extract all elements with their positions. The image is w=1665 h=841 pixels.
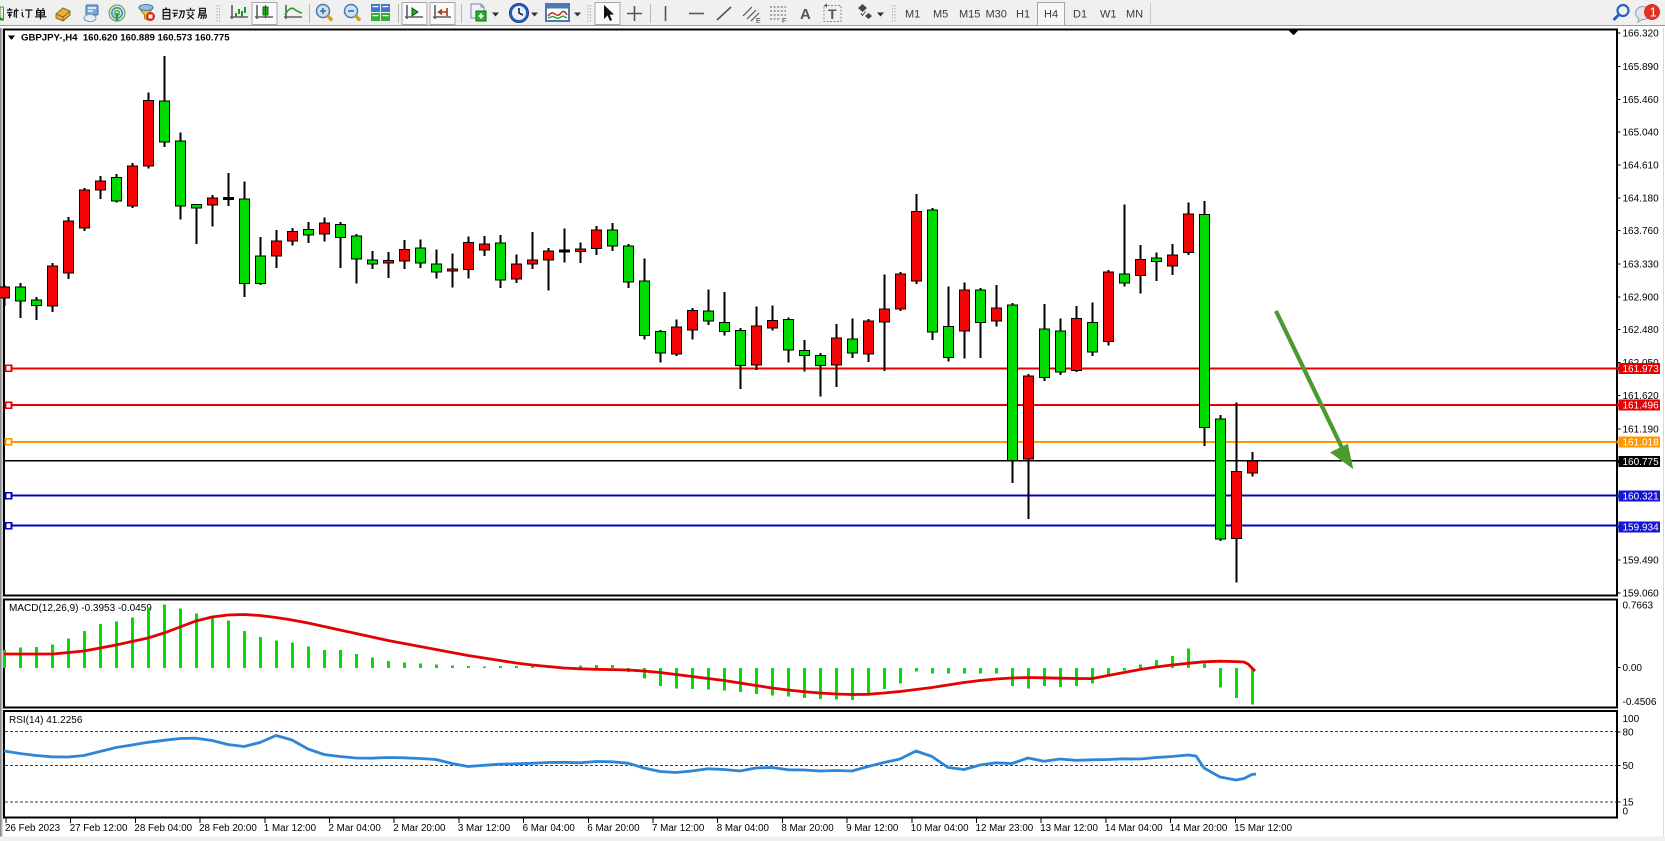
svg-text:159.490: 159.490	[1623, 556, 1660, 567]
svg-text:163.330: 163.330	[1623, 259, 1660, 270]
svg-text:166.320: 166.320	[1623, 29, 1660, 40]
svg-text:6 Mar 20:00: 6 Mar 20:00	[587, 823, 640, 834]
svg-text:D1: D1	[1073, 9, 1087, 21]
svg-text:15 Mar 12:00: 15 Mar 12:00	[1234, 823, 1292, 834]
svg-text:160.775: 160.775	[1623, 457, 1660, 468]
svg-text:8 Mar 04:00: 8 Mar 04:00	[717, 823, 770, 834]
svg-text:A: A	[800, 6, 811, 23]
svg-text:80: 80	[1623, 728, 1635, 739]
svg-text:10 Mar 04:00: 10 Mar 04:00	[911, 823, 969, 834]
svg-text:9 Mar 12:00: 9 Mar 12:00	[846, 823, 899, 834]
svg-text:165.890: 165.890	[1623, 62, 1660, 73]
svg-text:162.480: 162.480	[1623, 325, 1660, 336]
svg-text:M1: M1	[905, 9, 920, 21]
svg-text:161.973: 161.973	[1623, 364, 1660, 375]
svg-text:26 Feb 2023: 26 Feb 2023	[5, 823, 61, 834]
svg-text:3 Mar 12:00: 3 Mar 12:00	[458, 823, 511, 834]
svg-text:12 Mar 23:00: 12 Mar 23:00	[976, 823, 1034, 834]
svg-text:159.060: 159.060	[1623, 589, 1660, 600]
svg-text:28 Feb 04:00: 28 Feb 04:00	[134, 823, 192, 834]
svg-text:0.00: 0.00	[1623, 663, 1643, 674]
svg-text:15: 15	[1623, 798, 1635, 809]
svg-text:0: 0	[1623, 807, 1629, 818]
svg-text:MACD(12,26,9) -0.3953 -0.0459: MACD(12,26,9) -0.3953 -0.0459	[9, 603, 152, 614]
svg-text:50: 50	[1623, 761, 1635, 772]
svg-text:13 Mar 12:00: 13 Mar 12:00	[1040, 823, 1098, 834]
svg-text:M15: M15	[959, 9, 980, 21]
svg-text:7 Mar 12:00: 7 Mar 12:00	[652, 823, 705, 834]
svg-text:-0.4506: -0.4506	[1623, 697, 1657, 708]
svg-text:1: 1	[1650, 5, 1657, 20]
svg-text:W1: W1	[1100, 9, 1117, 21]
svg-text:161.190: 161.190	[1623, 424, 1660, 435]
svg-text:160.321: 160.321	[1623, 492, 1660, 503]
svg-text:1 Mar 12:00: 1 Mar 12:00	[264, 823, 317, 834]
svg-text:E: E	[756, 18, 761, 25]
svg-text:165.460: 165.460	[1623, 95, 1660, 106]
svg-text:RSI(14) 41.2256: RSI(14) 41.2256	[9, 715, 83, 726]
svg-text:8 Mar 20:00: 8 Mar 20:00	[781, 823, 834, 834]
svg-text:GBPJPY-,H4 160.620 160.889 16: GBPJPY-,H4 160.620 160.889 160.573 160.7…	[21, 33, 230, 44]
svg-text:162.900: 162.900	[1623, 293, 1660, 304]
svg-text:165.040: 165.040	[1623, 127, 1660, 138]
svg-text:161.620: 161.620	[1623, 391, 1660, 402]
svg-text:6 Mar 04:00: 6 Mar 04:00	[523, 823, 576, 834]
svg-text:164.610: 164.610	[1623, 161, 1660, 172]
svg-text:28 Feb 20:00: 28 Feb 20:00	[199, 823, 257, 834]
svg-text:0.7663: 0.7663	[1623, 601, 1654, 612]
svg-text:F: F	[782, 18, 786, 25]
svg-text:M30: M30	[986, 9, 1007, 21]
svg-text:MN: MN	[1126, 9, 1143, 21]
svg-text:161.496: 161.496	[1623, 401, 1660, 412]
svg-text:2 Mar 20:00: 2 Mar 20:00	[393, 823, 446, 834]
svg-text:161.018: 161.018	[1623, 437, 1660, 448]
svg-text:H1: H1	[1016, 9, 1030, 21]
svg-text:14 Mar 20:00: 14 Mar 20:00	[1170, 823, 1228, 834]
svg-text:T: T	[828, 6, 837, 22]
svg-text:M5: M5	[933, 9, 948, 21]
svg-text:100: 100	[1623, 714, 1640, 725]
svg-text:27 Feb 12:00: 27 Feb 12:00	[70, 823, 128, 834]
svg-text:163.760: 163.760	[1623, 226, 1660, 237]
svg-text:164.180: 164.180	[1623, 194, 1660, 205]
svg-text:2 Mar 04:00: 2 Mar 04:00	[329, 823, 382, 834]
svg-text:14 Mar 04:00: 14 Mar 04:00	[1105, 823, 1163, 834]
svg-text:H4: H4	[1044, 9, 1058, 21]
svg-text:159.934: 159.934	[1623, 523, 1660, 534]
